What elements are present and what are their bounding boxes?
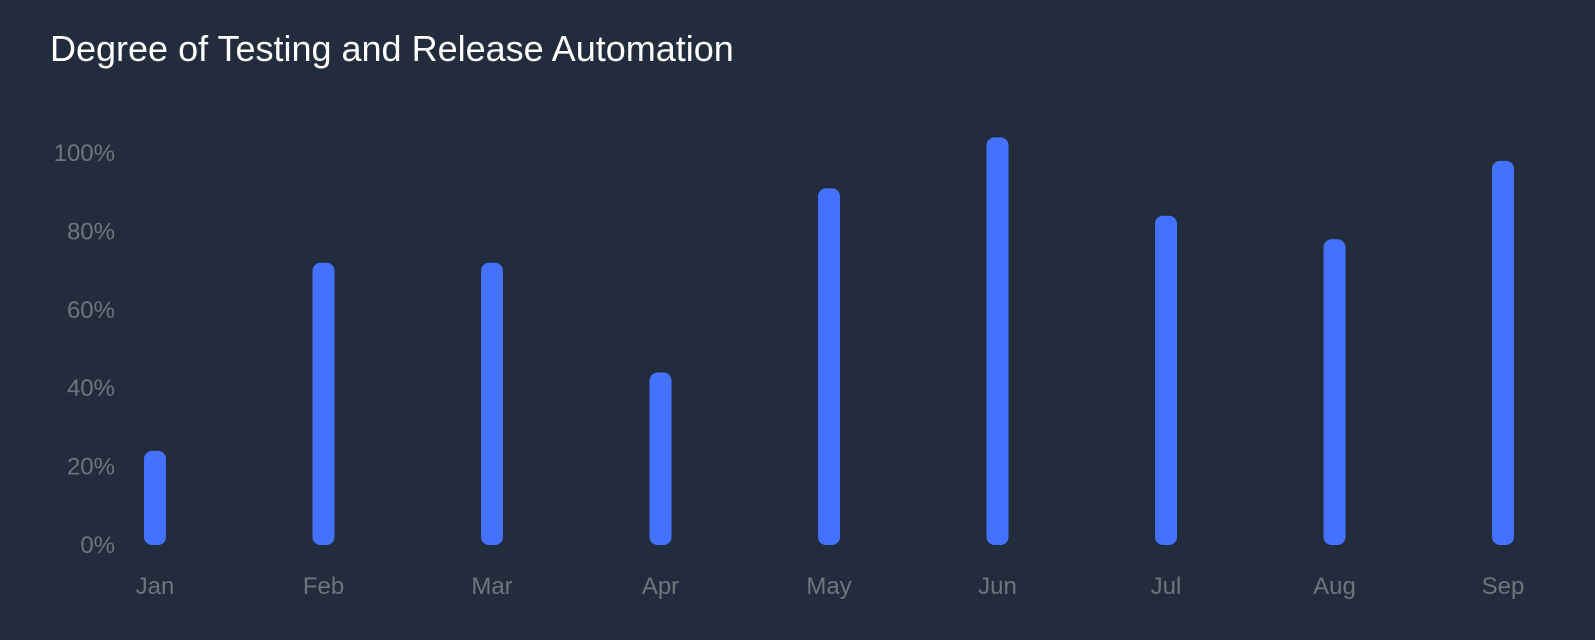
bar-aug[interactable]: [1323, 239, 1346, 546]
x-tick-label: May: [806, 573, 851, 600]
bar-mar[interactable]: [481, 262, 503, 545]
bar-jun[interactable]: [986, 137, 1009, 545]
x-tick-label: Jan: [136, 573, 175, 600]
bar-sep[interactable]: [1492, 160, 1514, 545]
x-tick-label: Jul: [1151, 573, 1182, 600]
bar-jan[interactable]: [144, 450, 166, 545]
y-axis-ticks: 0% 20% 40% 60% 80% 100%: [54, 140, 115, 559]
bar-may[interactable]: [818, 188, 840, 545]
y-tick-label: 20%: [67, 454, 115, 481]
x-tick-label: Apr: [642, 573, 679, 600]
x-axis-ticks: Jan Feb Mar Apr May Jun Jul Aug Sep: [136, 573, 1525, 600]
bars: [144, 137, 1514, 546]
x-tick-label: Sep: [1482, 573, 1525, 600]
x-tick-label: Mar: [471, 573, 512, 600]
bar-jul[interactable]: [1155, 215, 1177, 545]
x-tick-label: Feb: [303, 573, 344, 600]
y-tick-label: 60%: [67, 297, 115, 324]
y-tick-label: 100%: [54, 140, 115, 167]
y-tick-label: 0%: [80, 532, 115, 559]
x-tick-label: Jun: [978, 573, 1017, 600]
y-tick-label: 40%: [67, 375, 115, 402]
y-tick-label: 80%: [67, 218, 115, 245]
bar-feb[interactable]: [312, 262, 335, 545]
chart-title: Degree of Testing and Release Automation: [50, 28, 734, 69]
bar-apr[interactable]: [649, 372, 672, 545]
x-tick-label: Aug: [1313, 573, 1356, 600]
